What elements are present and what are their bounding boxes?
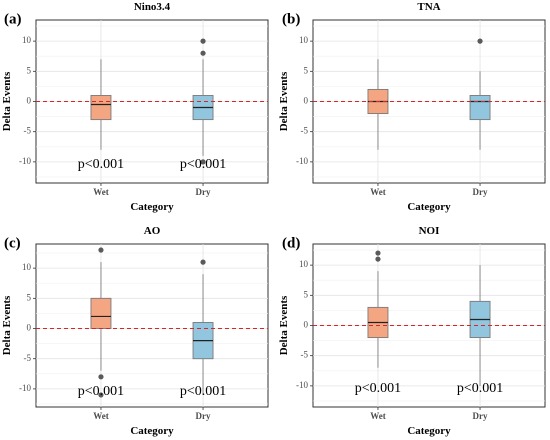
y-tick-label: 5 [27,292,32,302]
y-tick-label: 5 [304,289,309,299]
y-tick-label: -5 [301,350,309,360]
x-tick-label: Wet [370,187,386,197]
y-tick-label: -10 [296,156,308,166]
y-tick-label: 10 [299,259,309,269]
y-axis-label: Delta Events [1,295,13,355]
y-tick-label: 10 [22,262,32,272]
panel-2: (b) TNA -10 -5 0 5 10 Wet Dry Category Delta Event… [278,1,546,213]
outlier-point [98,247,104,253]
outlier-point [98,374,104,380]
x-tick-label: Wet [370,411,386,421]
p-value-annotation: p<0.001 [78,157,124,172]
y-tick-label: 5 [304,65,309,75]
panel-label: (c) [4,235,21,251]
panel-title: Nino3.4 [134,1,171,13]
y-tick-label: 0 [27,323,32,333]
x-tick-label: Dry [196,411,211,421]
panel-title: AO [144,225,161,237]
box-dry [469,265,491,386]
outlier-point [375,250,381,256]
y-tick-label: -10 [19,383,31,393]
x-axis-label: Category [130,425,174,437]
y-tick-label: -5 [24,126,32,136]
x-tick-label: Wet [93,187,109,197]
y-tick-label: 0 [27,96,32,106]
box-dry [192,259,214,395]
y-tick-label: 0 [304,96,309,106]
panel-3: (c) AO -10 -5 0 5 10 Wet Dry Category Delta Events… [1,225,269,437]
panel-1: (a) Nino3.4 -10 -5 0 5 10 Wet Dry Category Delta E… [1,1,269,213]
y-tick-label: 10 [299,35,309,45]
panel-title: NOI [419,225,440,237]
x-axis-label: Category [407,425,451,437]
p-value-annotation: p<0.001 [180,384,226,399]
y-tick-label: -10 [19,156,31,166]
outlier-point [98,392,104,398]
y-axis-label: Delta Events [278,295,290,355]
outlier-point [200,50,206,56]
x-axis-label: Category [407,201,451,213]
outlier-point [200,259,206,265]
y-tick-label: 0 [304,320,309,330]
outlier-point [200,159,206,165]
box-iqr [469,95,491,121]
x-tick-label: Dry [473,411,488,421]
box-iqr [90,95,112,121]
x-tick-label: Wet [93,411,109,421]
box-wet [90,247,112,398]
y-tick-label: -5 [24,353,32,363]
plot-area [35,243,269,408]
box-iqr [90,297,112,329]
outlier-point [200,38,206,44]
y-tick-label: 5 [27,65,32,75]
x-tick-label: Dry [196,187,211,197]
p-value-annotation: p<0.001 [180,157,226,172]
y-tick-label: -10 [296,380,308,390]
x-tick-label: Dry [473,187,488,197]
y-axis-label: Delta Events [278,71,290,131]
panel-title: TNA [417,1,440,13]
box-wet [367,250,389,368]
x-axis-label: Category [130,201,174,213]
panel-label: (a) [4,11,22,27]
panel-4: (d) NOI -10 -5 0 5 10 Wet Dry Category Delta Event… [278,225,546,437]
p-value-annotation: p<0.001 [355,381,401,396]
outlier-point [477,38,483,44]
outlier-point [375,256,381,262]
panel-label: (b) [282,11,300,27]
y-axis-label: Delta Events [1,71,13,131]
p-value-annotation: p<0.001 [457,381,503,396]
panel-label: (d) [282,235,300,251]
y-tick-label: 10 [22,35,32,45]
p-value-annotation: p<0.001 [78,384,124,399]
y-tick-label: -5 [301,126,309,136]
